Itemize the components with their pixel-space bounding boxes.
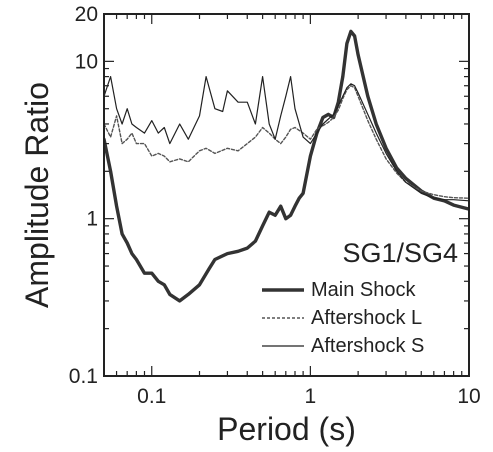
x-tick-label: 10 [457, 385, 480, 408]
y-tick-label: 20 [75, 3, 98, 26]
series-group [104, 29, 469, 303]
x-tick-label: 0.1 [137, 385, 166, 408]
series-line-main-shock [104, 29, 469, 303]
y-tick-label: 10 [75, 50, 98, 73]
legend-label: Main Shock [311, 279, 416, 301]
chart-annotation: SG1/SG4 [342, 238, 458, 268]
legend-label: Aftershock L [311, 307, 422, 329]
minor-ticks [103, 13, 470, 377]
x-tick-label: 1 [305, 385, 317, 408]
x-axis-title: Period (s) [217, 411, 356, 447]
y-tick-label: 1 [86, 208, 98, 231]
chart-marks: 0.1 1 10 0.1 1 10 20 Period (s) Amplitude Ratio S… [19, 3, 481, 447]
series-line-aftershock-s [104, 76, 469, 202]
y-axis-title: Amplitude Ratio [19, 82, 55, 308]
y-tick-label: 0.1 [69, 365, 98, 388]
series-line-aftershock-l [104, 85, 469, 199]
legend-label: Aftershock S [311, 335, 424, 357]
plot-frame [103, 13, 470, 377]
